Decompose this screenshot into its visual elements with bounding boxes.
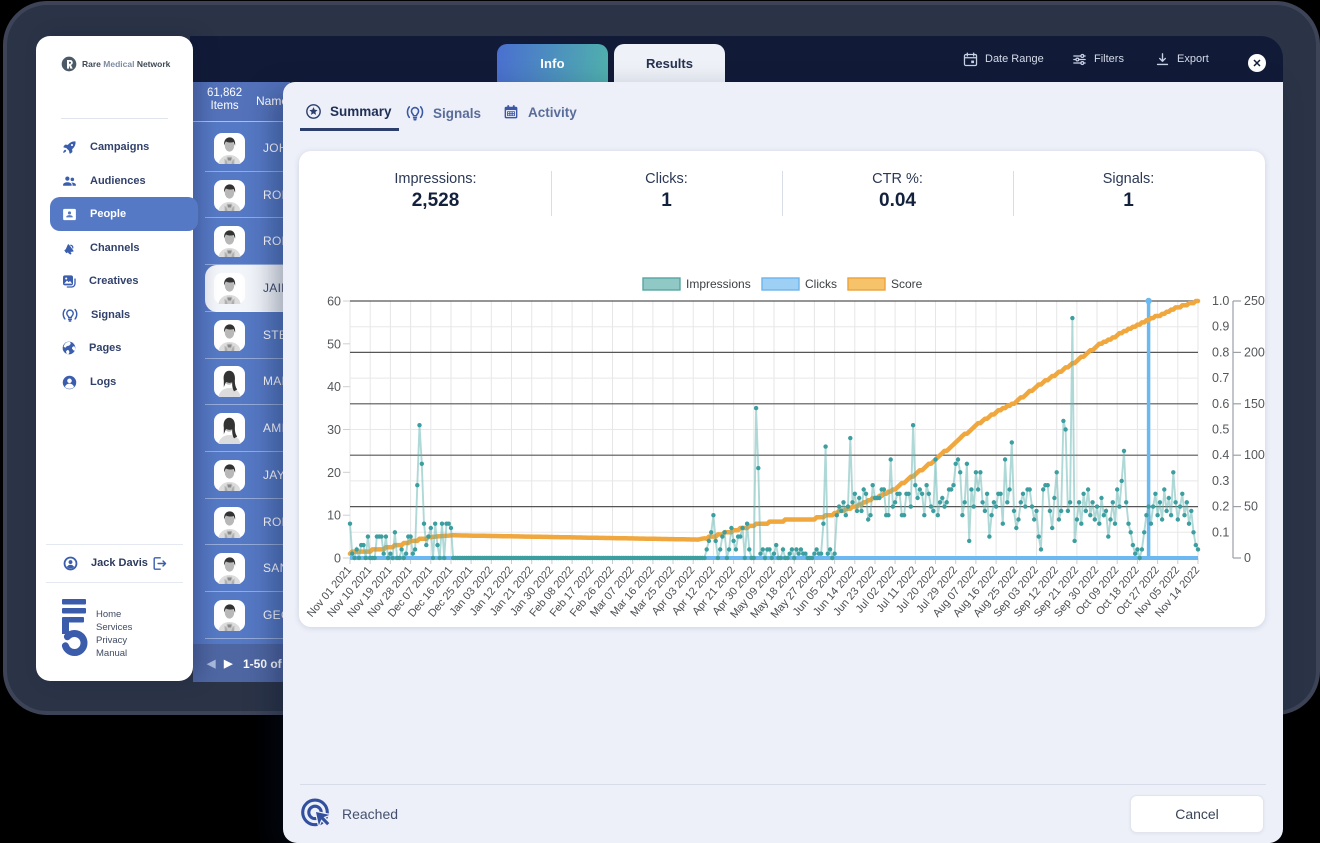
svg-text:60: 60 (327, 295, 341, 309)
svg-text:0.6: 0.6 (1212, 397, 1229, 411)
svg-text:0.1: 0.1 (1212, 525, 1229, 539)
svg-text:30: 30 (327, 423, 341, 437)
svg-text:0.7: 0.7 (1212, 371, 1229, 385)
svg-text:150: 150 (1244, 397, 1265, 411)
svg-text:40: 40 (327, 380, 341, 394)
svg-text:0.5: 0.5 (1212, 423, 1229, 437)
svg-text:10: 10 (327, 509, 341, 523)
svg-text:0.3: 0.3 (1212, 474, 1229, 488)
svg-text:0.2: 0.2 (1212, 500, 1229, 514)
svg-text:100: 100 (1244, 448, 1265, 462)
svg-text:20: 20 (327, 466, 341, 480)
svg-text:0.9: 0.9 (1212, 320, 1229, 334)
svg-text:Impressions: Impressions (686, 277, 751, 291)
svg-text:0: 0 (334, 552, 341, 566)
svg-text:Score: Score (891, 277, 923, 291)
svg-text:Clicks: Clicks (805, 277, 837, 291)
svg-text:1.0: 1.0 (1212, 294, 1229, 308)
svg-text:0.8: 0.8 (1212, 345, 1229, 359)
svg-text:200: 200 (1244, 345, 1265, 359)
svg-text:50: 50 (1244, 500, 1258, 514)
svg-text:0.4: 0.4 (1212, 448, 1229, 462)
svg-text:50: 50 (327, 337, 341, 351)
svg-text:250: 250 (1244, 294, 1265, 308)
svg-text:0: 0 (1244, 551, 1251, 565)
